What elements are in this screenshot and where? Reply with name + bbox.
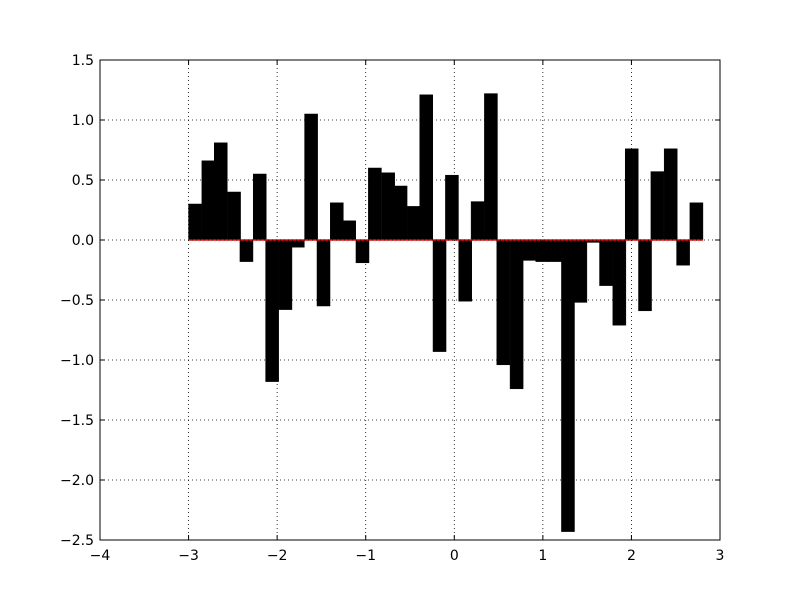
bar [676,239,690,266]
bar [252,173,267,241]
x-tick-label: −1 [355,548,376,564]
bar [535,239,550,262]
bar [624,148,639,241]
bar [355,239,370,264]
y-tick-label: 0.5 [72,173,94,189]
bar [458,239,472,302]
bar [650,171,665,241]
y-tick-label: −0.5 [60,293,94,309]
bar [393,185,408,241]
bar [547,239,562,262]
bar [689,202,704,241]
bar [368,167,382,241]
bar [573,239,588,303]
bar [316,239,331,307]
bar [522,239,536,261]
x-tick-label: 2 [627,548,636,564]
bar [278,239,293,310]
y-tick-label: 1.0 [72,113,94,129]
bar [227,191,241,241]
bar [239,239,254,262]
bar [330,202,344,241]
bar [201,160,216,241]
bar [496,239,511,366]
bar [445,174,459,241]
grid-lines [100,60,720,540]
bar [419,94,434,241]
x-tick-label: −3 [178,548,199,564]
bar [663,148,678,241]
y-tick-label: −2.0 [60,473,94,489]
bar [612,239,627,326]
x-tick-label: 0 [450,548,459,564]
x-tick-label: 3 [716,548,725,564]
bar [470,201,485,241]
bar-group [188,93,704,532]
bar [432,239,447,352]
x-tick-label: −2 [267,548,288,564]
bar [509,239,524,390]
x-tick-label: −4 [90,548,111,564]
y-tick-labels: 1.5 1.0 0.5 0.0 −0.5 −1.0 −1.5 −2.0 −2.5 [60,53,94,549]
y-tick-label: −1.5 [60,413,94,429]
y-tick-label: 1.5 [72,53,94,69]
bar [381,172,395,241]
y-tick-label: −1.0 [60,353,94,369]
bar [342,220,356,241]
bar [407,206,421,241]
bar [188,203,202,241]
bar [291,239,305,248]
bar [304,113,318,241]
bar [561,239,575,532]
bar [214,142,228,241]
bar [484,93,498,241]
x-tick-labels: −4 −3 −2 −1 0 1 2 3 [90,548,725,564]
x-tick-label: 1 [538,548,547,564]
y-tick-label: −2.5 [60,533,94,549]
y-tick-label: 0.0 [72,233,94,249]
bar [599,239,613,286]
tick-marks [99,59,721,541]
